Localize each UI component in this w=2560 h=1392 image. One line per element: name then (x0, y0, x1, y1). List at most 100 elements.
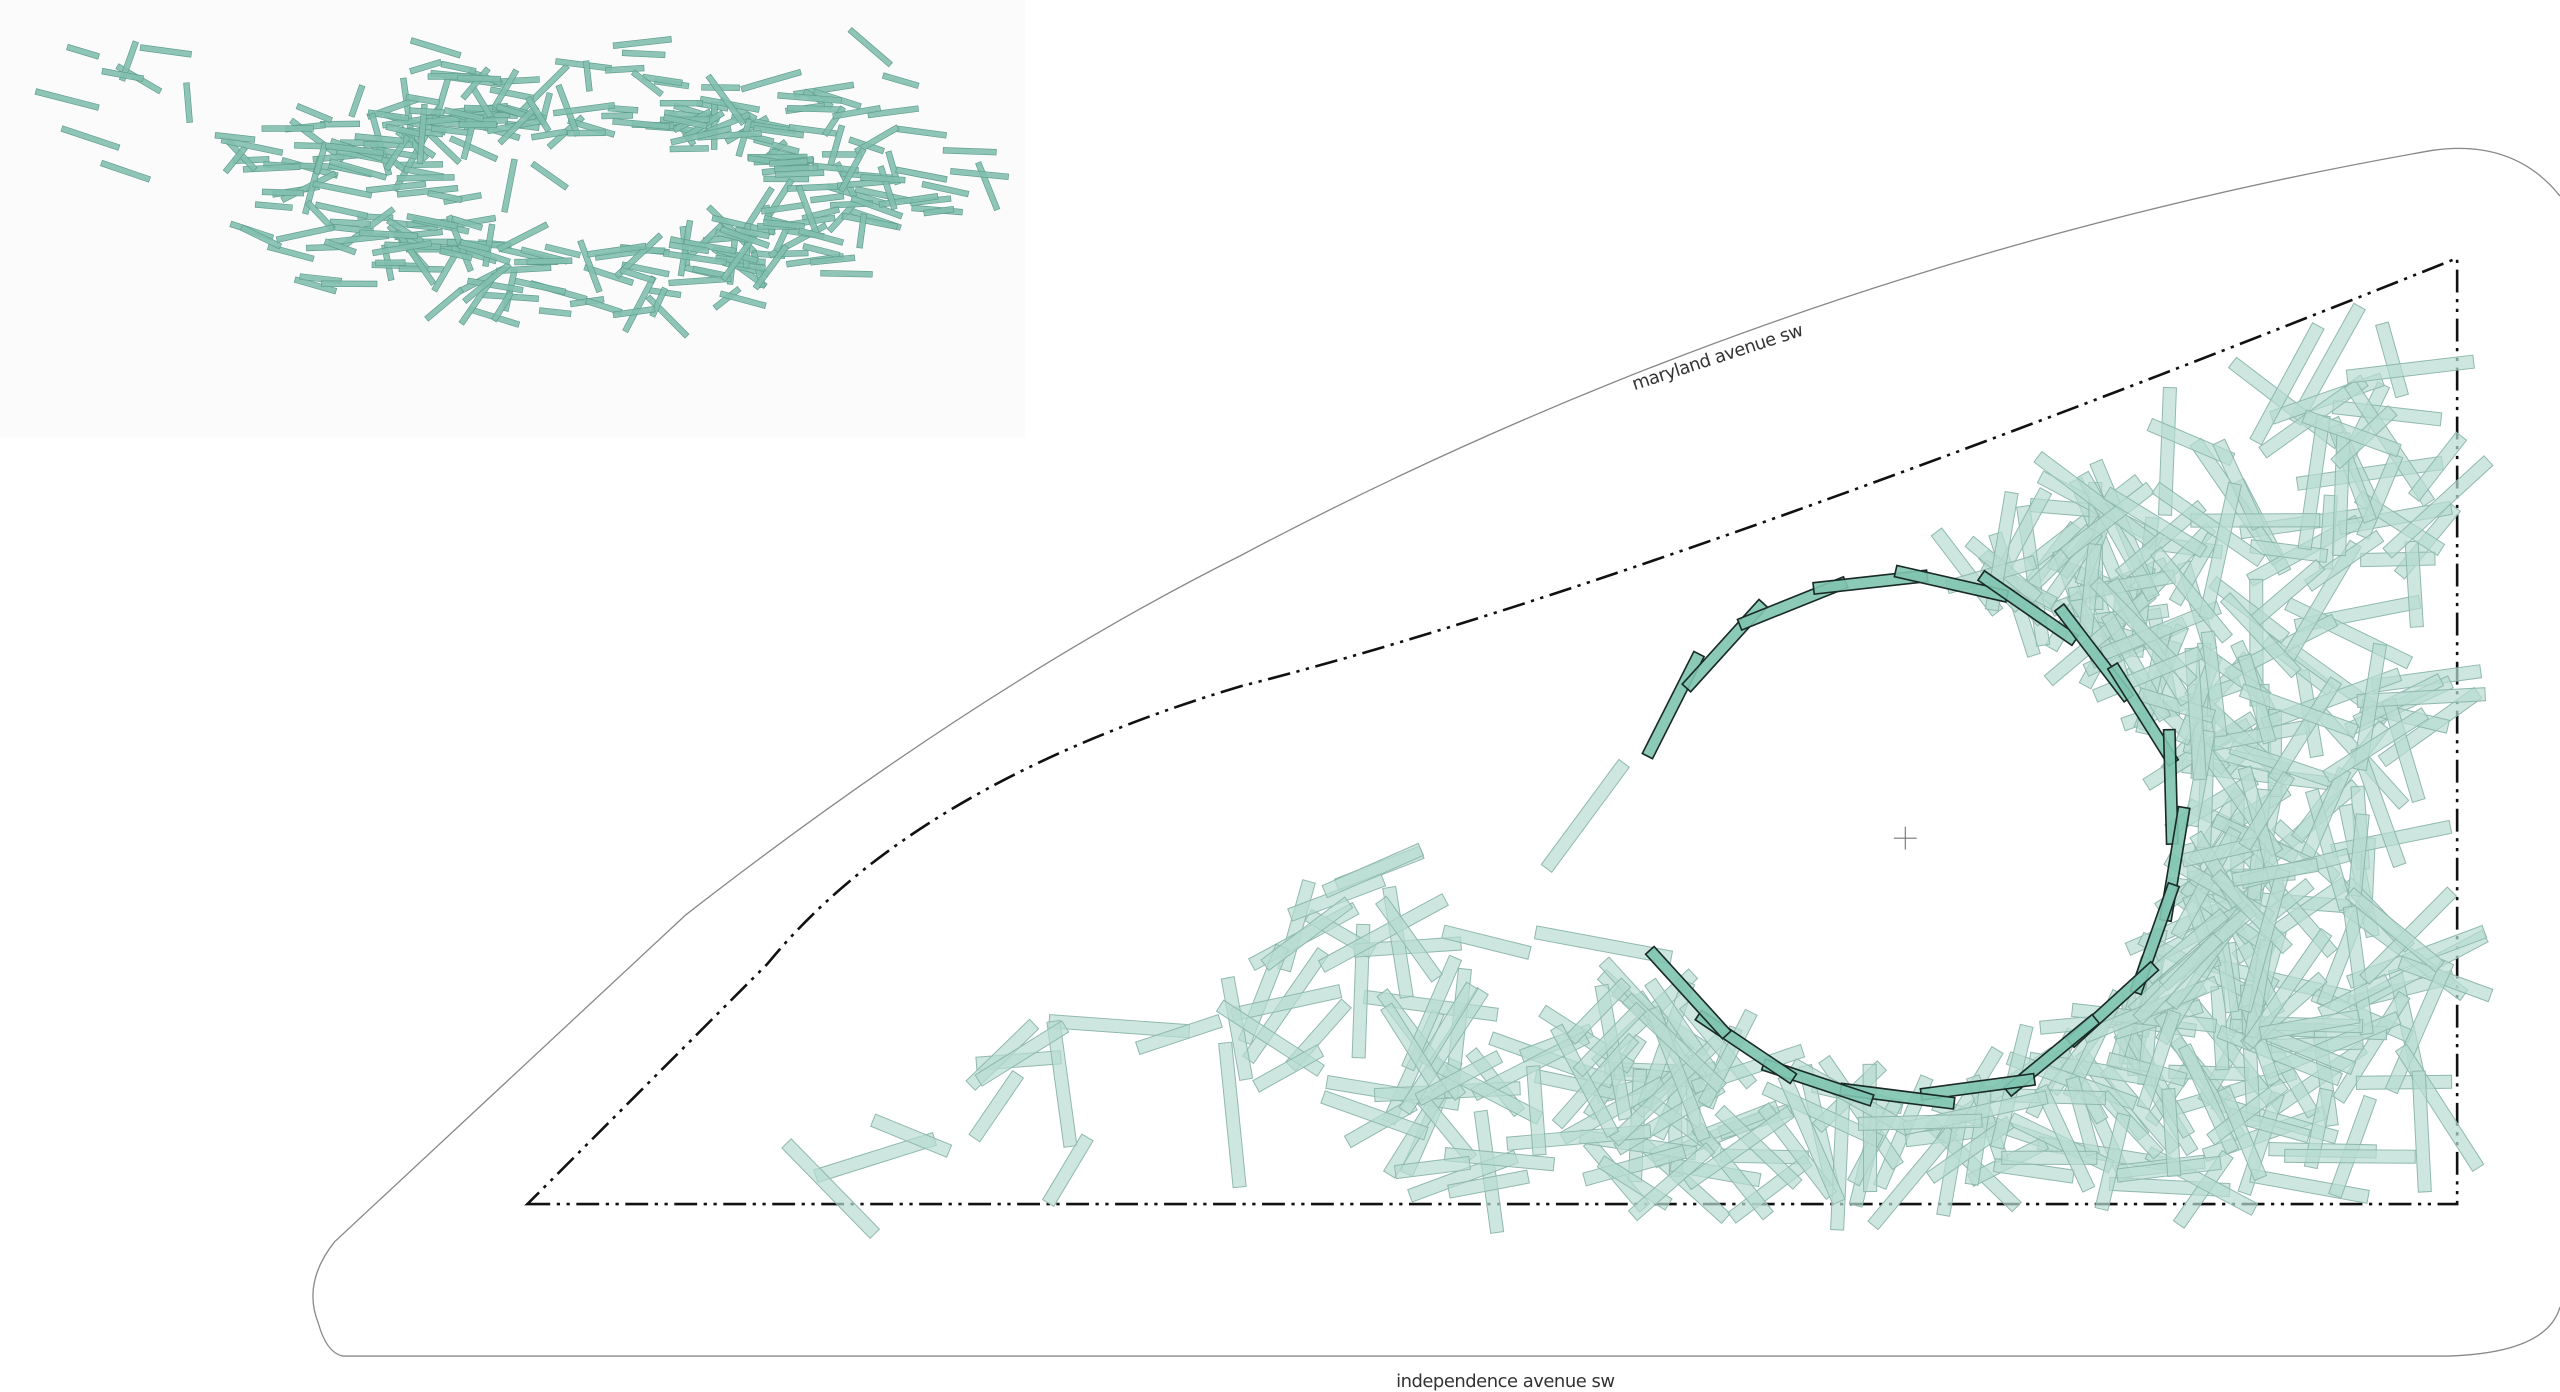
stick (740, 68, 802, 93)
stick (860, 174, 906, 184)
stick (895, 166, 948, 183)
stick (567, 129, 606, 137)
stick (2200, 630, 2228, 738)
stick (1260, 896, 1354, 972)
stick (2407, 431, 2468, 502)
stick (275, 224, 335, 243)
stick (254, 201, 293, 211)
stick (314, 201, 369, 220)
stick (1551, 1032, 1640, 1130)
stick (583, 264, 635, 286)
stick (2157, 386, 2177, 516)
stick (1218, 1041, 1247, 1189)
stick (427, 189, 463, 204)
stick (820, 269, 873, 278)
center-mark (1893, 826, 1917, 850)
stick (118, 40, 139, 82)
stick (406, 213, 459, 230)
stick (781, 1138, 881, 1239)
stick (405, 93, 441, 106)
stick (324, 142, 385, 157)
stick (2132, 932, 2224, 1025)
stick (1621, 992, 1728, 1094)
stick (2249, 322, 2325, 446)
stick (601, 112, 634, 120)
stick (1976, 569, 2080, 647)
stick (496, 221, 549, 253)
stick (375, 259, 406, 267)
stick (459, 239, 491, 253)
stick (1443, 1147, 1556, 1172)
stick (1526, 1065, 1547, 1156)
stick (1447, 1169, 1530, 1199)
stick (787, 104, 843, 113)
stick (220, 136, 284, 156)
stick (439, 247, 473, 262)
stick (2267, 676, 2343, 784)
stick (552, 102, 616, 117)
stick (448, 135, 499, 163)
stick (2129, 881, 2181, 996)
stick (2322, 707, 2430, 783)
stick (586, 242, 647, 258)
stick (1540, 758, 1630, 874)
stick (1414, 1049, 1504, 1107)
stick (1441, 924, 1532, 960)
stick (1375, 895, 1443, 983)
stick (1549, 1023, 1620, 1139)
stick (614, 232, 664, 279)
stick (365, 180, 427, 194)
stick (323, 238, 357, 256)
site-outline (312, 147, 2560, 1357)
stick (838, 147, 867, 193)
stick (544, 243, 582, 259)
stick (101, 67, 145, 82)
stick (2242, 927, 2333, 1049)
stick (1714, 1104, 1803, 1190)
stick (752, 125, 805, 139)
stick (630, 69, 664, 98)
stick (1320, 1090, 1429, 1141)
stick (769, 158, 808, 167)
stick (416, 103, 428, 165)
stick (2219, 592, 2302, 679)
stick (348, 84, 366, 118)
stick (396, 174, 455, 182)
stick (668, 241, 710, 255)
stick (490, 290, 514, 323)
stick (869, 1113, 953, 1158)
stick (1394, 1155, 1472, 1180)
stick (775, 169, 825, 178)
stick (621, 49, 666, 59)
stick (1041, 1133, 1094, 1208)
stick (1351, 923, 1371, 1059)
stick (2359, 551, 2436, 568)
stick (777, 92, 842, 104)
street-label: independence avenue sw (1396, 1371, 1614, 1392)
stick (659, 99, 703, 107)
stick (2382, 455, 2494, 559)
stick (367, 109, 410, 122)
stick (2301, 409, 2402, 458)
stick (239, 224, 283, 250)
stick (2105, 1051, 2188, 1087)
stick (514, 277, 567, 296)
stick (354, 133, 405, 145)
stick (1572, 1001, 1647, 1078)
stick (612, 305, 656, 319)
stick (2345, 354, 2475, 384)
stick (526, 257, 573, 265)
stick (662, 250, 727, 266)
stick (1533, 925, 1674, 965)
stick (809, 254, 856, 266)
stick (797, 227, 845, 246)
stick (450, 215, 484, 231)
stick (2303, 1087, 2334, 1170)
stick (734, 226, 770, 240)
stick (2356, 687, 2487, 709)
stick (847, 27, 893, 68)
stick (856, 213, 868, 249)
stick (1135, 1014, 1223, 1056)
boundary (524, 256, 2459, 1206)
